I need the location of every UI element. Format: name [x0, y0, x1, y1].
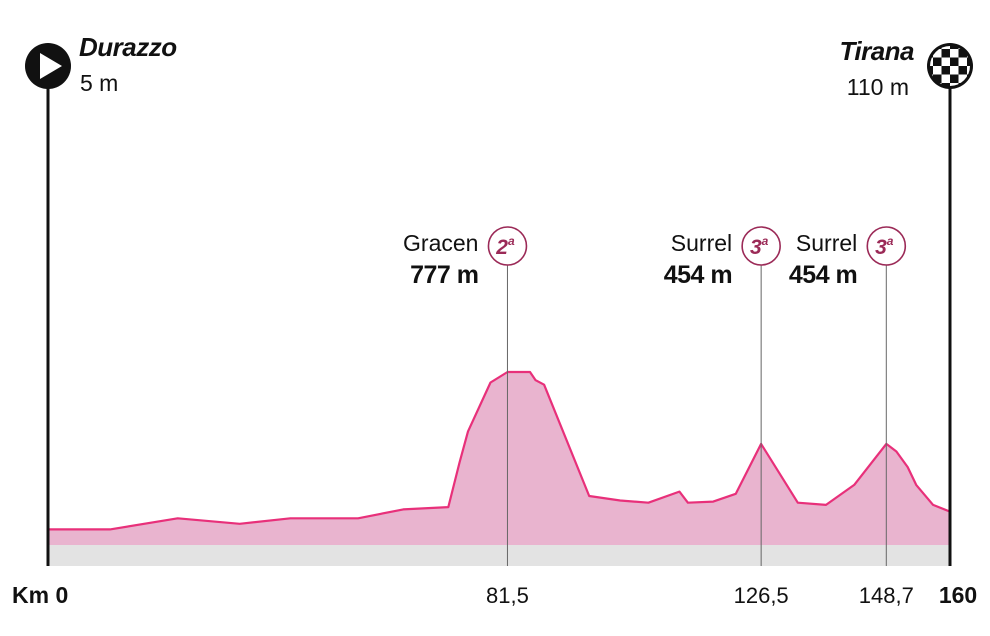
climb-name: Surrel	[796, 230, 857, 256]
climb-altitude: 777 m	[410, 261, 478, 289]
climb-name: Surrel	[671, 230, 732, 256]
profile-base-strip	[48, 545, 950, 566]
finish-town: Tirana	[839, 36, 914, 66]
start-elevation: 5 m	[80, 70, 118, 96]
x-tick-label: 148,7	[859, 583, 914, 608]
profile-line	[48, 370, 951, 531]
climb-altitude: 454 m	[789, 261, 857, 289]
checkered-flag-icon	[927, 43, 973, 89]
climb-category-badge: 3a	[866, 226, 907, 266]
x-tick-label: Km 0	[12, 582, 68, 608]
start-town: Durazzo	[79, 32, 177, 62]
x-axis-ticks: Km 0 81,5 126,5 148,7 160	[12, 582, 977, 608]
x-tick-label: 81,5	[486, 583, 529, 608]
profile-area	[48, 372, 950, 545]
climb-category-badge: 2a	[487, 226, 528, 266]
climb-leader-lines	[506, 265, 887, 566]
climb-category-badge: 3a	[741, 226, 781, 266]
x-tick-label: 160	[939, 582, 977, 608]
play-icon	[25, 43, 71, 89]
x-tick-label: 126,5	[734, 583, 789, 608]
climb-category-suffix: a	[887, 234, 894, 248]
climb-name: Gracen	[403, 230, 478, 256]
finish-elevation: 110 m	[847, 74, 909, 100]
climb-category-suffix: a	[762, 234, 769, 248]
climb-category-suffix: a	[508, 234, 515, 248]
climb-labels: 2a Gracen 777 m 3a Surrel 454 m 3a Surrel 454 m	[403, 226, 907, 289]
climb-altitude: 454 m	[664, 261, 732, 289]
profile-layer	[48, 370, 951, 545]
